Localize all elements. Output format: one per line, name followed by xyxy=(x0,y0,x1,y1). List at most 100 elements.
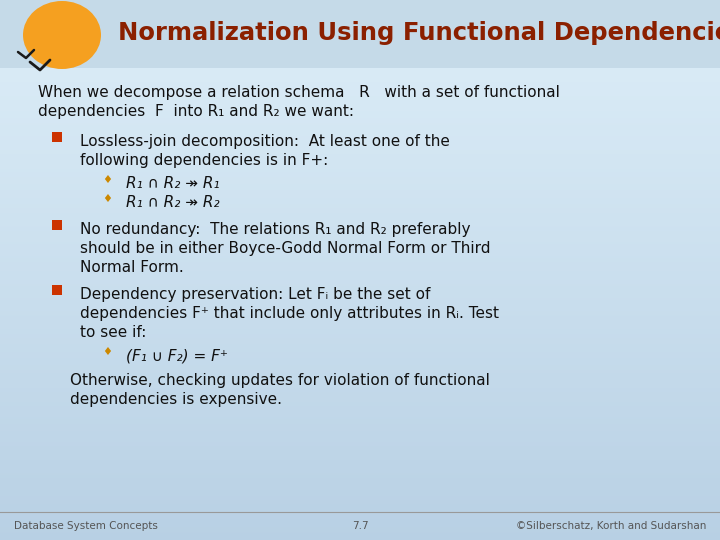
Bar xyxy=(0,196,720,197)
Bar xyxy=(0,423,720,424)
Bar xyxy=(0,311,720,312)
Bar xyxy=(0,42,720,43)
Bar xyxy=(0,514,720,515)
Bar xyxy=(0,74,720,75)
Bar xyxy=(0,197,720,198)
Bar xyxy=(0,284,720,285)
Bar xyxy=(0,481,720,482)
Bar xyxy=(0,408,720,409)
Bar xyxy=(0,78,720,79)
Bar xyxy=(0,36,720,37)
Bar xyxy=(0,138,720,139)
Text: to see if:: to see if: xyxy=(80,326,146,340)
Bar xyxy=(0,117,720,118)
Bar xyxy=(0,10,720,11)
Bar xyxy=(0,421,720,422)
Bar xyxy=(0,46,720,47)
Bar xyxy=(0,427,720,428)
Bar xyxy=(0,252,720,253)
Bar xyxy=(0,237,720,238)
Bar xyxy=(0,139,720,140)
Bar xyxy=(0,487,720,488)
Bar xyxy=(0,40,720,41)
Bar xyxy=(0,171,720,172)
Bar xyxy=(0,286,720,287)
Bar xyxy=(0,121,720,122)
Bar xyxy=(0,340,720,341)
Bar xyxy=(0,283,720,284)
Bar xyxy=(0,123,720,124)
Bar xyxy=(0,363,720,364)
Bar xyxy=(0,376,720,377)
Bar xyxy=(0,531,720,532)
Bar xyxy=(0,267,720,268)
Bar xyxy=(0,511,720,512)
Bar xyxy=(0,510,720,511)
Bar xyxy=(0,181,720,182)
Bar xyxy=(0,199,720,200)
Bar xyxy=(0,176,720,177)
Bar xyxy=(0,247,720,248)
Bar xyxy=(0,347,720,348)
Bar xyxy=(0,212,720,213)
Text: Normalization Using Functional Dependencies: Normalization Using Functional Dependenc… xyxy=(118,21,720,45)
Bar xyxy=(0,323,720,324)
Bar xyxy=(0,253,720,254)
Bar xyxy=(0,256,720,257)
Bar xyxy=(0,302,720,303)
Bar xyxy=(0,409,720,410)
Bar xyxy=(0,14,720,15)
Bar xyxy=(0,137,720,138)
Bar xyxy=(0,517,720,518)
Bar xyxy=(0,192,720,193)
Bar xyxy=(0,23,720,24)
Bar xyxy=(0,113,720,114)
Bar xyxy=(0,180,720,181)
Bar xyxy=(0,4,720,5)
Bar xyxy=(0,320,720,321)
Bar xyxy=(0,418,720,419)
Bar xyxy=(0,350,720,351)
Bar xyxy=(0,294,720,295)
Bar xyxy=(0,100,720,101)
Bar xyxy=(0,303,720,304)
Bar xyxy=(0,480,720,481)
Bar xyxy=(0,498,720,499)
Bar xyxy=(0,364,720,365)
Bar xyxy=(0,333,720,334)
Bar xyxy=(0,255,720,256)
Bar xyxy=(0,383,720,384)
Bar xyxy=(0,401,720,402)
Bar xyxy=(0,51,720,52)
Bar xyxy=(0,133,720,134)
Bar xyxy=(0,81,720,82)
Bar xyxy=(0,459,720,460)
Bar xyxy=(0,57,720,58)
Bar xyxy=(0,112,720,113)
Bar xyxy=(0,54,720,55)
Bar xyxy=(0,332,720,333)
Bar xyxy=(0,299,720,300)
Bar xyxy=(0,288,720,289)
Bar xyxy=(0,488,720,489)
Bar xyxy=(0,193,720,194)
Bar xyxy=(0,70,720,71)
Bar xyxy=(0,375,720,376)
Bar xyxy=(0,458,720,459)
Bar xyxy=(0,450,720,451)
Bar xyxy=(0,230,720,231)
Bar xyxy=(0,466,720,467)
Bar xyxy=(0,183,720,184)
Bar xyxy=(0,486,720,487)
Bar xyxy=(0,453,720,454)
Bar xyxy=(0,425,720,426)
Bar xyxy=(0,444,720,445)
Bar xyxy=(0,38,720,39)
Bar xyxy=(0,91,720,92)
Bar xyxy=(0,289,720,290)
Bar xyxy=(0,327,720,328)
Bar xyxy=(0,107,720,108)
Bar xyxy=(0,434,720,435)
Bar xyxy=(0,185,720,186)
Bar xyxy=(0,224,720,225)
